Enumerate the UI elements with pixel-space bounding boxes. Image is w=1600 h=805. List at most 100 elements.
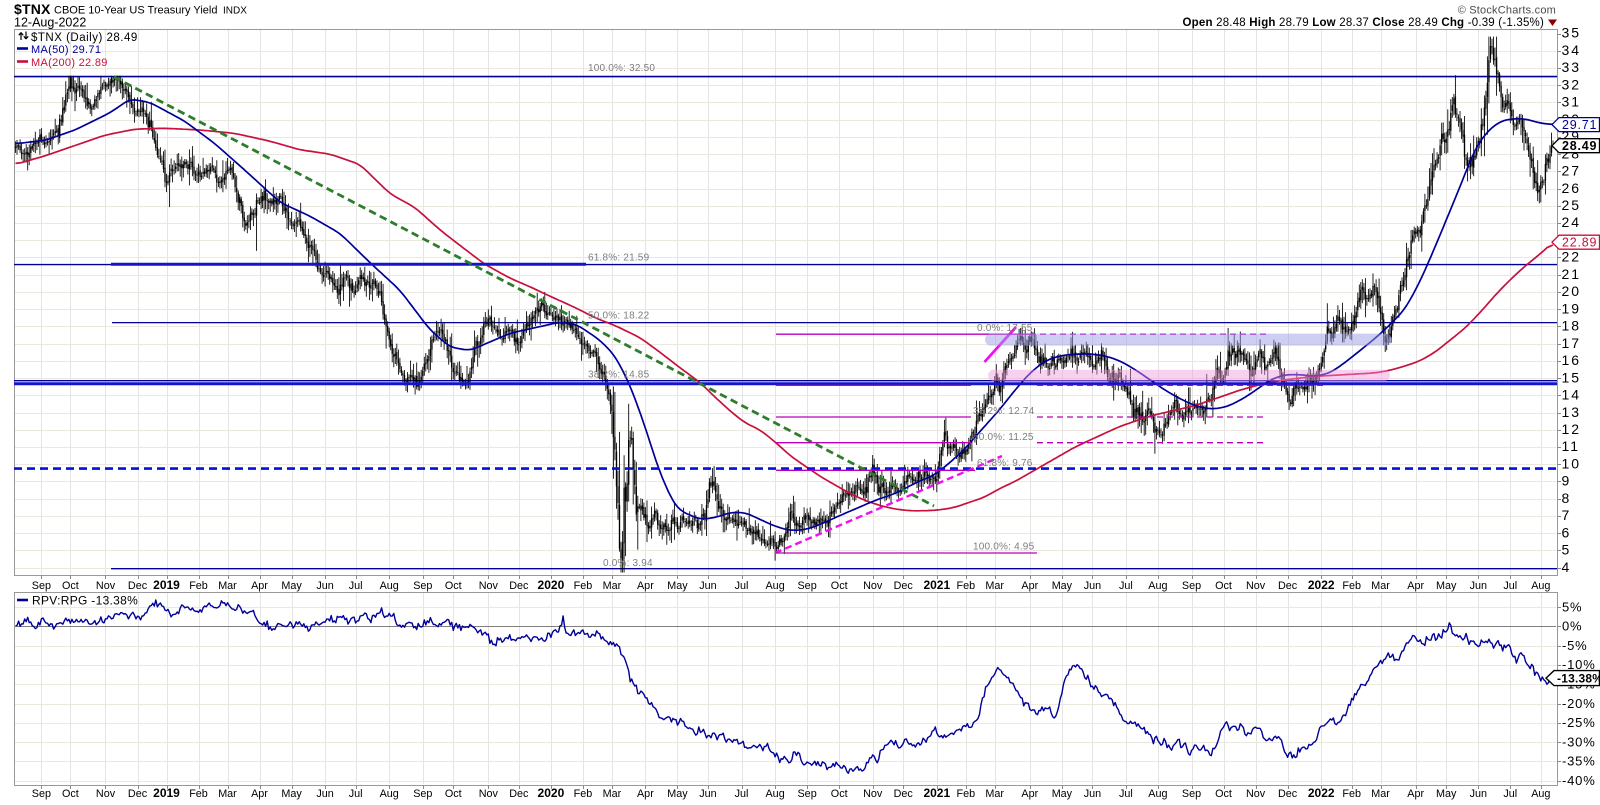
svg-text:61.8%: 9.76: 61.8%: 9.76	[977, 458, 1033, 469]
svg-text:Mar: Mar	[603, 788, 622, 800]
svg-text:May: May	[667, 788, 688, 800]
svg-text:Sep: Sep	[32, 580, 51, 592]
svg-text:Feb: Feb	[189, 580, 208, 592]
svg-text:Jun: Jun	[699, 580, 716, 592]
svg-text:Dec: Dec	[894, 580, 914, 592]
svg-text:13: 13	[1562, 404, 1582, 420]
svg-text:2021: 2021	[923, 578, 950, 592]
svg-text:Jun: Jun	[699, 788, 716, 800]
svg-text:8: 8	[1562, 490, 1572, 506]
svg-text:Apr: Apr	[1407, 580, 1424, 592]
svg-text:2019: 2019	[153, 578, 180, 592]
svg-text:MA(200) 22.89: MA(200) 22.89	[31, 57, 108, 69]
svg-text:Jul: Jul	[349, 580, 363, 592]
svg-text:© StockCharts.com: © StockCharts.com	[1458, 5, 1556, 17]
svg-text:May: May	[281, 788, 302, 800]
svg-text:24: 24	[1562, 214, 1582, 230]
svg-text:11: 11	[1562, 438, 1581, 454]
svg-text:5: 5	[1562, 542, 1572, 558]
svg-text:Apr: Apr	[1407, 788, 1424, 800]
svg-text:-35%: -35%	[1562, 754, 1596, 769]
svg-text:Dec: Dec	[1278, 580, 1298, 592]
svg-text:Dec: Dec	[509, 788, 529, 800]
svg-text:Aug: Aug	[765, 580, 784, 592]
svg-text:Dec: Dec	[128, 788, 148, 800]
svg-text:Sep: Sep	[797, 580, 816, 592]
svg-text:Apr: Apr	[251, 788, 268, 800]
svg-text:2021: 2021	[923, 786, 950, 800]
svg-text:34: 34	[1562, 42, 1582, 58]
svg-text:May: May	[667, 580, 688, 592]
svg-text:MA(50) 29.71: MA(50) 29.71	[31, 44, 101, 56]
svg-text:May: May	[1436, 580, 1457, 592]
svg-text:26: 26	[1562, 180, 1582, 196]
svg-text:5%: 5%	[1562, 599, 1582, 614]
svg-text:Aug: Aug	[380, 788, 399, 800]
svg-text:Aug: Aug	[1531, 580, 1550, 592]
svg-text:Sep: Sep	[413, 580, 432, 592]
svg-text:35: 35	[1562, 25, 1582, 41]
svg-text:Dec: Dec	[509, 580, 529, 592]
svg-text:Oct: Oct	[1215, 580, 1232, 592]
svg-text:-20%: -20%	[1562, 696, 1596, 711]
svg-text:Jun: Jun	[1084, 580, 1101, 592]
svg-text:-5%: -5%	[1562, 638, 1588, 653]
svg-text:Mar: Mar	[1371, 580, 1390, 592]
svg-text:0.0%: 17.55: 0.0%: 17.55	[977, 323, 1033, 334]
svg-text:38.2%: 12.74: 38.2%: 12.74	[973, 406, 1035, 417]
svg-text:Feb: Feb	[1342, 788, 1361, 800]
svg-text:6: 6	[1562, 524, 1572, 540]
svg-text:Mar: Mar	[603, 580, 622, 592]
svg-text:Jul: Jul	[1503, 580, 1517, 592]
svg-text:-25%: -25%	[1562, 715, 1596, 730]
svg-text:Jun: Jun	[316, 788, 333, 800]
svg-text:Mar: Mar	[1371, 788, 1390, 800]
svg-text:Dec: Dec	[894, 788, 914, 800]
svg-text:0%: 0%	[1562, 619, 1582, 634]
svg-text:Sep: Sep	[1182, 580, 1201, 592]
svg-text:Aug: Aug	[380, 580, 399, 592]
svg-text:2020: 2020	[538, 578, 565, 592]
svg-text:Nov: Nov	[96, 788, 116, 800]
svg-text:Jul: Jul	[1503, 788, 1517, 800]
svg-text:31: 31	[1562, 94, 1582, 110]
svg-text:17: 17	[1562, 335, 1582, 351]
svg-text:4: 4	[1562, 559, 1572, 575]
svg-text:22.89: 22.89	[1562, 236, 1597, 250]
svg-text:Nov: Nov	[863, 788, 883, 800]
svg-text:28.49: 28.49	[1562, 139, 1597, 153]
svg-text:-30%: -30%	[1562, 734, 1596, 749]
svg-text:16: 16	[1562, 352, 1582, 368]
svg-text:22: 22	[1562, 249, 1582, 265]
svg-text:Jul: Jul	[735, 788, 749, 800]
svg-text:Apr: Apr	[637, 788, 654, 800]
svg-text:Feb: Feb	[1342, 580, 1361, 592]
svg-text:Jul: Jul	[1119, 788, 1133, 800]
svg-text:Jun: Jun	[1084, 788, 1101, 800]
svg-text:Aug: Aug	[1148, 788, 1167, 800]
svg-text:61.8%: 21.59: 61.8%: 21.59	[588, 253, 650, 264]
svg-text:Jun: Jun	[1470, 788, 1487, 800]
svg-text:2019: 2019	[153, 786, 180, 800]
svg-text:0.0%: 3.94: 0.0%: 3.94	[603, 558, 653, 569]
svg-text:Oct: Oct	[1215, 788, 1232, 800]
svg-text:Sep: Sep	[1182, 788, 1201, 800]
svg-text:Oct: Oct	[831, 788, 848, 800]
svg-text:14: 14	[1562, 387, 1582, 403]
svg-text:50.0%: 11.25: 50.0%: 11.25	[973, 432, 1034, 443]
svg-text:Apr: Apr	[1021, 580, 1038, 592]
svg-text:CBOE 10-Year US Treasury Yield: CBOE 10-Year US Treasury Yield	[54, 5, 217, 17]
svg-text:Sep: Sep	[32, 788, 51, 800]
svg-text:Mar: Mar	[985, 580, 1004, 592]
svg-text:15: 15	[1562, 369, 1582, 385]
svg-text:Feb: Feb	[574, 580, 593, 592]
svg-text:25: 25	[1562, 197, 1582, 213]
svg-text:27: 27	[1562, 163, 1582, 179]
svg-text:Oct: Oct	[831, 580, 848, 592]
svg-text:Apr: Apr	[637, 580, 654, 592]
svg-text:100.0%: 32.50: 100.0%: 32.50	[588, 63, 655, 74]
svg-text:Aug: Aug	[765, 788, 784, 800]
svg-text:2020: 2020	[538, 786, 565, 800]
svg-text:9: 9	[1562, 473, 1572, 489]
svg-text:Feb: Feb	[956, 580, 975, 592]
